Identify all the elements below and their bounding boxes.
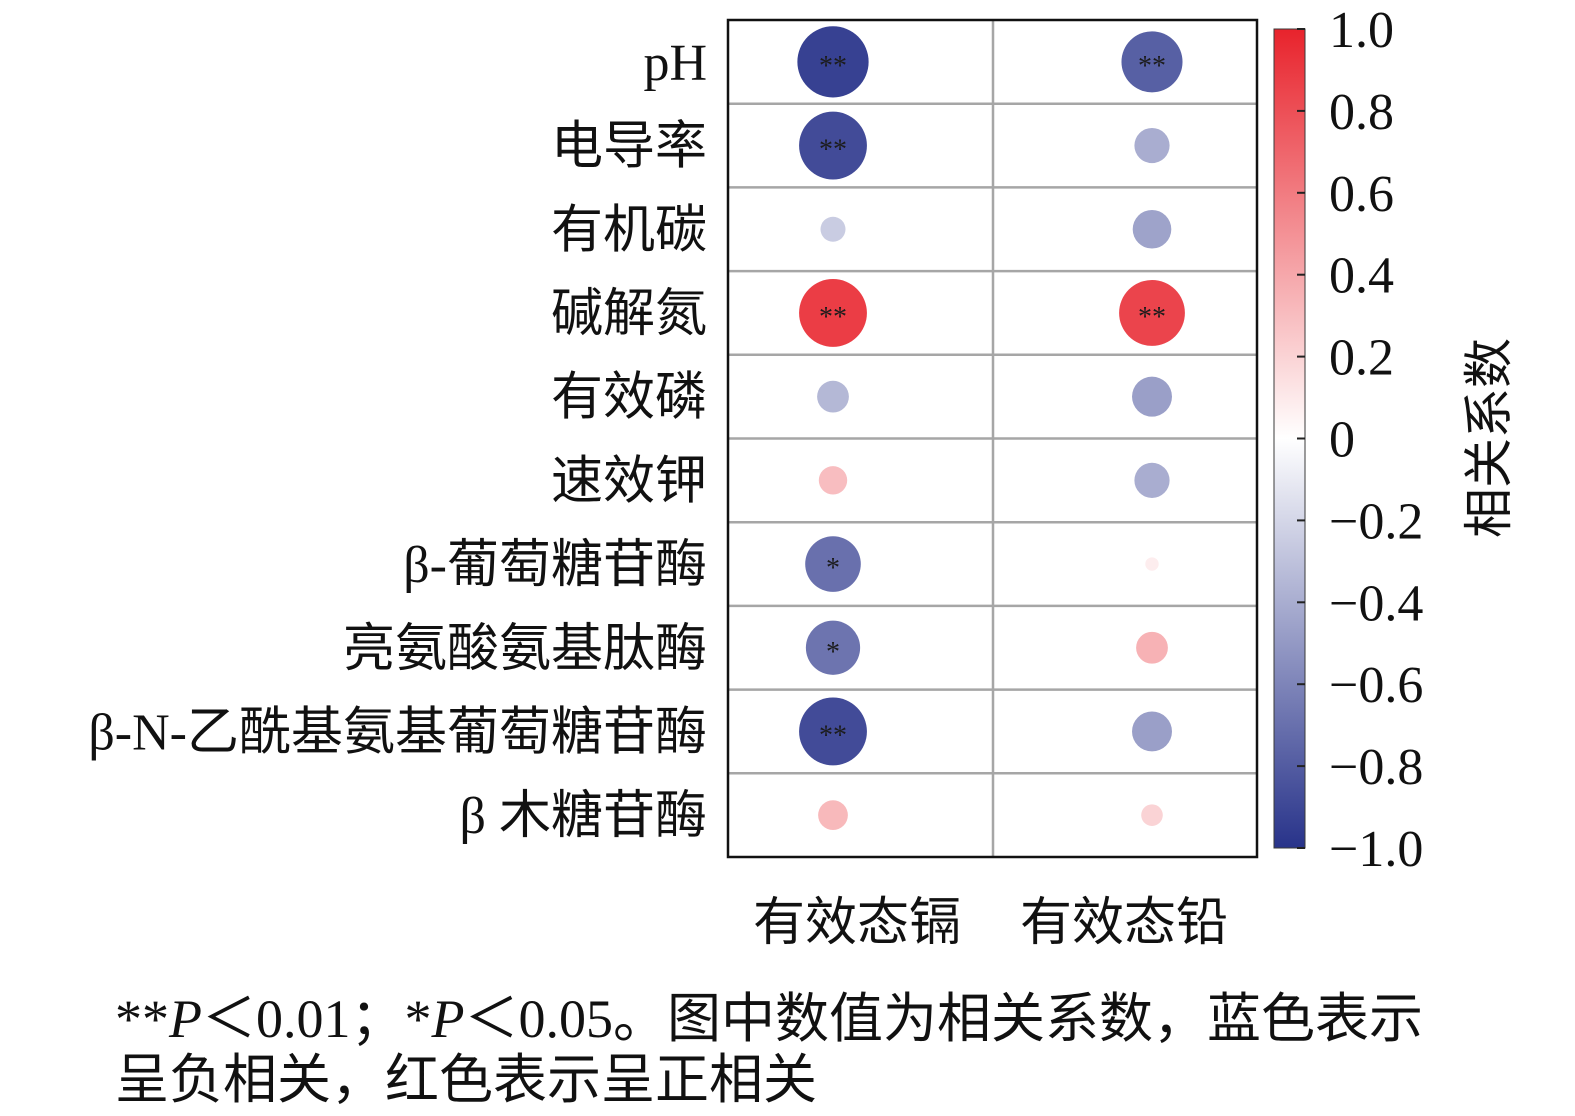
bubble (1134, 462, 1170, 498)
bubble (805, 620, 861, 675)
colorbar: 1.0 0.8 0.6 0.4 0.2 0 −0.2 −0.4 −0.6 −0.8 −1.0 相关系数 (1273, 2, 1517, 878)
significance-label: ** (819, 720, 847, 751)
bubble (818, 466, 848, 495)
row-label: 碱解氮 (551, 286, 707, 343)
colorbar-tick-label: −0.4 (1329, 575, 1423, 632)
colorbar-title: 相关系数 (1461, 338, 1517, 538)
caption-text: ＜0.01；* (202, 989, 432, 1049)
significance-label: ** (819, 135, 847, 166)
colorbar-tick-label: −1.0 (1329, 821, 1423, 878)
significance-label: ** (819, 302, 847, 333)
plot-area (726, 18, 1259, 859)
bubble (1134, 127, 1170, 164)
colorbar-tick-label: 0.4 (1329, 248, 1394, 305)
bubble (1132, 209, 1172, 249)
bubble (799, 279, 867, 347)
colorbar-tick-label: 0.6 (1329, 166, 1394, 223)
significance-label: ** (1138, 51, 1166, 82)
bubble (1136, 631, 1168, 664)
column-labels: 有效态镉 有效态铅 (753, 895, 1228, 952)
caption-text: ＜0.05。图中数值为相关系数，蓝色表示 (465, 989, 1424, 1049)
column-label: 有效态铅 (1020, 895, 1228, 952)
bubble (1145, 557, 1159, 571)
colorbar-tick-label: 0.8 (1329, 84, 1394, 141)
bubble (1119, 280, 1185, 346)
bubble (1132, 376, 1172, 417)
colorbar-tick-label: 0.2 (1329, 330, 1394, 387)
bubble (817, 380, 849, 413)
plot-frame (726, 18, 1259, 859)
colorbar-tick-label: 1.0 (1329, 2, 1394, 59)
caption-line-1: **P＜0.01；*P＜0.05。图中数值为相关系数，蓝色表示 (115, 989, 1423, 1049)
row-label: 亮氨酸氨基肽酶 (343, 621, 707, 678)
row-label: 有效磷 (551, 370, 707, 427)
row-label: 有机碳 (551, 202, 707, 259)
bubble (799, 111, 867, 180)
caption-p-symbol: P (168, 989, 202, 1049)
bubble (799, 697, 867, 766)
caption-text: ** (115, 989, 169, 1049)
colorbar-tick-label: −0.6 (1329, 657, 1423, 714)
row-label: 速效钾 (551, 453, 707, 510)
row-label: β-N-乙酰基氨基葡萄糖苷酶 (88, 704, 707, 761)
caption-p-symbol: P (431, 989, 465, 1049)
row-label: 电导率 (551, 119, 707, 176)
row-label: β 木糖苷酶 (460, 788, 707, 845)
bubble (820, 216, 846, 242)
colorbar-tick-label: −0.2 (1329, 493, 1423, 550)
caption-line-2: 呈负相关，红色表示呈正相关 (115, 1050, 817, 1110)
bubble (1121, 31, 1183, 93)
bubble (818, 800, 848, 831)
significance-label: * (826, 637, 840, 668)
colorbar-tick-label: −0.8 (1329, 739, 1423, 796)
bubble (805, 536, 861, 592)
colorbar-tick-label: 0 (1329, 412, 1355, 469)
column-label: 有效态镉 (753, 895, 961, 952)
bubble (1141, 804, 1163, 826)
significance-label: ** (1138, 302, 1166, 333)
significance-label: ** (819, 51, 847, 82)
bubble (1132, 711, 1172, 752)
bubble (797, 26, 869, 98)
significance-label: * (826, 553, 840, 584)
row-label: β-葡萄糖苷酶 (403, 537, 707, 594)
bubbles: ** ****** ****** (797, 26, 1185, 831)
row-label: pH (643, 35, 707, 92)
